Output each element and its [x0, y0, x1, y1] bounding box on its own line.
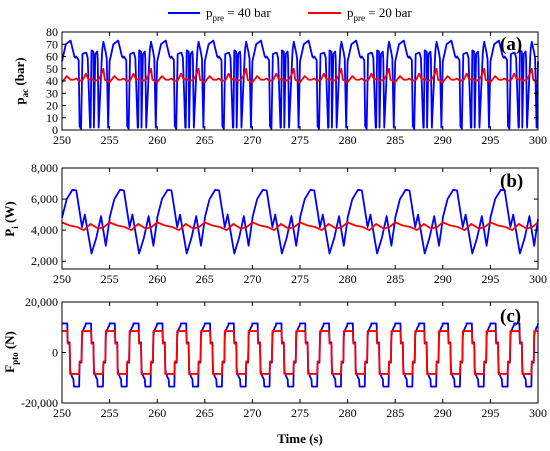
legend-label-40bar-main: p: [206, 5, 213, 20]
panel-b-xtick-label-280: 280: [339, 272, 357, 286]
panel-c: 250 255 260 265 270 275 280 285 290 295 300 -20,000…: [2, 295, 547, 420]
panel-a-ylabel-sub: ac: [20, 89, 30, 98]
panel-b-xtick-label-270: 270: [243, 272, 261, 286]
panel-b-ylabel-main: P: [2, 229, 17, 237]
legend-label-20bar-rest: = 20 bar: [365, 5, 412, 20]
panel-b-ylabel-sub: i: [10, 226, 20, 229]
panel-b-series: [61, 188, 539, 255]
panel-a-xtick-label-285: 285: [386, 133, 404, 147]
panel-b: 250 255 260 265 270 275 280 285 290 295 300 2,000 4,…: [2, 161, 547, 286]
panel-a-series-red: [61, 67, 539, 84]
panel-a-ytick-label-80: 80: [46, 25, 58, 39]
panel-a-ytick-label-30: 30: [46, 86, 58, 100]
panel-a-xtick-label-295: 295: [481, 133, 499, 147]
panel-b-series-blue: [61, 188, 539, 255]
legend-label-20bar: ppre = 20 bar: [347, 5, 412, 23]
panel-b-xtick-label-295: 295: [481, 272, 499, 286]
panel-b-xtick-label-260: 260: [148, 272, 166, 286]
panel-b-xtick-label-250: 250: [53, 272, 71, 286]
panel-b-ytick-label-8000: 8,000: [31, 161, 58, 175]
panel-b-ylabel-rest: (W): [2, 201, 17, 226]
panel-c-xtick-label-290: 290: [434, 406, 452, 420]
legend-label-20bar-main: p: [347, 5, 354, 20]
panel-b-ytick-label-4000: 4,000: [31, 223, 58, 237]
panel-b-xtick-label-300: 300: [529, 272, 547, 286]
panel-a-xtick-label-265: 265: [196, 133, 214, 147]
panel-c-xtick-label-280: 280: [339, 406, 357, 420]
panel-c-ylabel-rest: (N): [2, 331, 17, 352]
panel-c-ylabel: Fpto (N): [2, 331, 20, 373]
panel-c-xtick-label-300: 300: [529, 406, 547, 420]
panel-a-series: [61, 39, 539, 130]
panel-a-ytick-label-60: 60: [46, 50, 58, 64]
panel-a-xtick-label-250: 250: [53, 133, 71, 147]
panel-a-ylabel: pac (bar): [12, 57, 30, 104]
panel-c-series: [61, 322, 539, 388]
panel-b-tag: (b): [500, 171, 523, 192]
panel-c-xtick-label-295: 295: [481, 406, 499, 420]
panel-a-ytick-label-50: 50: [46, 62, 58, 76]
panel-c-xtick-label-250: 250: [53, 406, 71, 420]
panel-b-ylabel: Pi (W): [2, 201, 20, 236]
panel-c-tag: (c): [500, 306, 521, 327]
panel-c-xtick-label-270: 270: [243, 406, 261, 420]
panel-c-series-red: [61, 330, 539, 375]
panel-b-xtick-label-285: 285: [386, 272, 404, 286]
legend-label-20bar-sub: pre: [354, 13, 366, 23]
panel-a-xtick-label-255: 255: [101, 133, 119, 147]
panel-b-xtick-label-255: 255: [101, 272, 119, 286]
panel-a-ytick-label-10: 10: [46, 111, 58, 125]
panel-a: 250 255 260 265 270 275 280 285 290 295 300 0102030…: [12, 25, 547, 147]
panel-b-ticks: 250 255 260 265 270 275 280 285 290 295 300 2,000 4,…: [31, 161, 547, 286]
panel-a-ytick-label-20: 20: [46, 99, 58, 113]
panel-b-frame: [61, 167, 539, 270]
panel-a-ytick-label-0: 0: [52, 123, 58, 137]
panel-a-ylabel-rest: (bar): [12, 57, 27, 88]
panel-a-ticks: 250 255 260 265 270 275 280 285 290 295 300 0102030…: [46, 25, 547, 147]
panel-a-ytick-label-40: 40: [46, 74, 58, 88]
panel-a-xtick-label-275: 275: [291, 133, 309, 147]
panel-c-xtick-label-275: 275: [291, 406, 309, 420]
legend-label-40bar-rest: = 40 bar: [224, 5, 271, 20]
panel-a-ytick-label-70: 70: [46, 37, 58, 51]
panel-a-xtick-label-280: 280: [339, 133, 357, 147]
panel-b-series-red: [61, 221, 539, 232]
legend: ppre = 40 bar ppre = 20 bar: [168, 5, 412, 23]
panel-a-series-blue: [61, 39, 539, 130]
panel-a-tag: (a): [500, 34, 522, 55]
panel-a-ylabel-main: p: [12, 97, 27, 104]
panel-b-xtick-label-290: 290: [434, 272, 452, 286]
legend-label-40bar-sub: pre: [213, 13, 225, 23]
panel-c-ylabel-sub: pto: [10, 352, 20, 365]
panel-c-frame: [61, 301, 539, 404]
panel-c-ylabel-main: F: [2, 365, 17, 373]
panel-c-series-blue: [61, 322, 539, 388]
panel-b-ytick-label-6000: 6,000: [31, 192, 58, 206]
panel-c-ytick-label-20000: 20,000: [25, 295, 58, 309]
panel-b-ytick-label-2000: 2,000: [31, 254, 58, 268]
panel-a-xtick-label-270: 270: [243, 133, 261, 147]
panel-c-xtick-label-255: 255: [101, 406, 119, 420]
panel-b-xtick-label-265: 265: [196, 272, 214, 286]
panel-c-ytick-label--20000: -20,000: [21, 396, 58, 410]
panel-a-xtick-label-290: 290: [434, 133, 452, 147]
panel-c-ytick-label-0: 0: [52, 346, 58, 360]
x-axis-label: Time (s): [277, 431, 323, 446]
panel-a-frame: [61, 31, 539, 131]
panel-c-xtick-label-260: 260: [148, 406, 166, 420]
legend-label-40bar: ppre = 40 bar: [206, 5, 271, 23]
panel-b-xtick-label-275: 275: [291, 272, 309, 286]
panel-c-xtick-label-265: 265: [196, 406, 214, 420]
panel-a-xtick-label-260: 260: [148, 133, 166, 147]
panel-c-xtick-label-285: 285: [386, 406, 404, 420]
panel-a-xtick-label-300: 300: [529, 133, 547, 147]
